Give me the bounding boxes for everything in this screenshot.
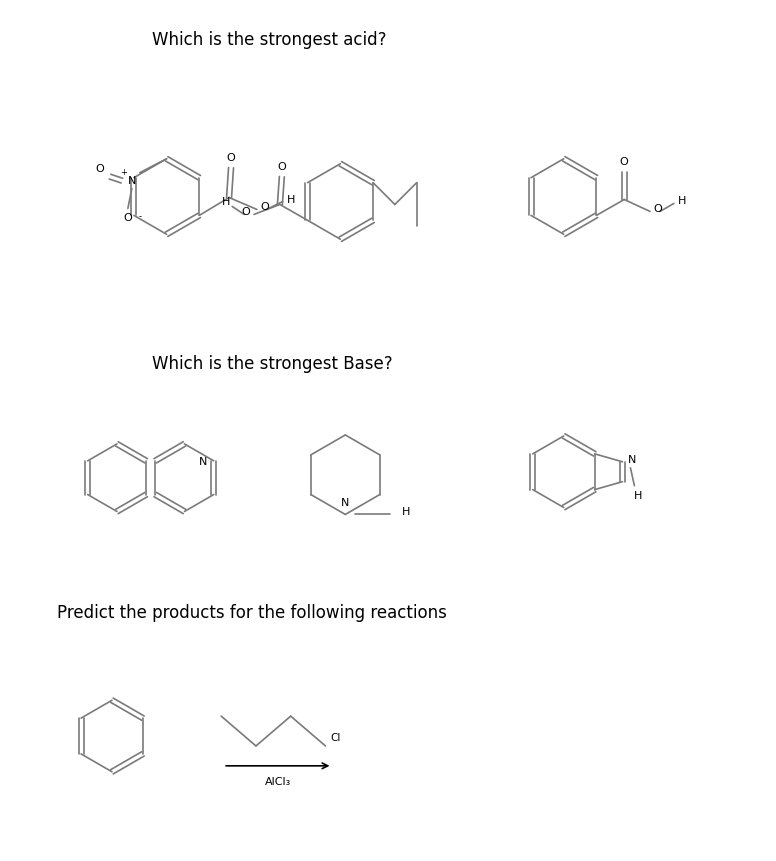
Text: H: H xyxy=(402,507,410,517)
Text: Predict the products for the following reactions: Predict the products for the following r… xyxy=(57,604,447,622)
Text: O: O xyxy=(123,214,132,223)
Text: O: O xyxy=(261,202,269,213)
Text: O: O xyxy=(95,164,105,174)
Text: O: O xyxy=(653,204,663,214)
Text: H: H xyxy=(286,195,295,205)
Text: O: O xyxy=(242,208,251,218)
Text: H: H xyxy=(677,196,686,207)
Text: N: N xyxy=(629,455,636,465)
Text: H: H xyxy=(634,491,643,500)
Text: N: N xyxy=(199,457,207,468)
Text: O: O xyxy=(620,157,629,167)
Text: H: H xyxy=(222,197,230,208)
Text: O: O xyxy=(278,162,286,171)
Text: +: + xyxy=(120,168,127,177)
Text: O: O xyxy=(227,152,235,163)
Text: N: N xyxy=(341,498,349,507)
Text: Which is the strongest Base?: Which is the strongest Base? xyxy=(151,356,393,374)
Text: Which is the strongest acid?: Which is the strongest acid? xyxy=(151,31,386,48)
Text: -: - xyxy=(138,212,141,221)
Text: Cl: Cl xyxy=(331,733,341,743)
Text: AlCl₃: AlCl₃ xyxy=(265,777,291,787)
Text: N: N xyxy=(128,176,136,186)
